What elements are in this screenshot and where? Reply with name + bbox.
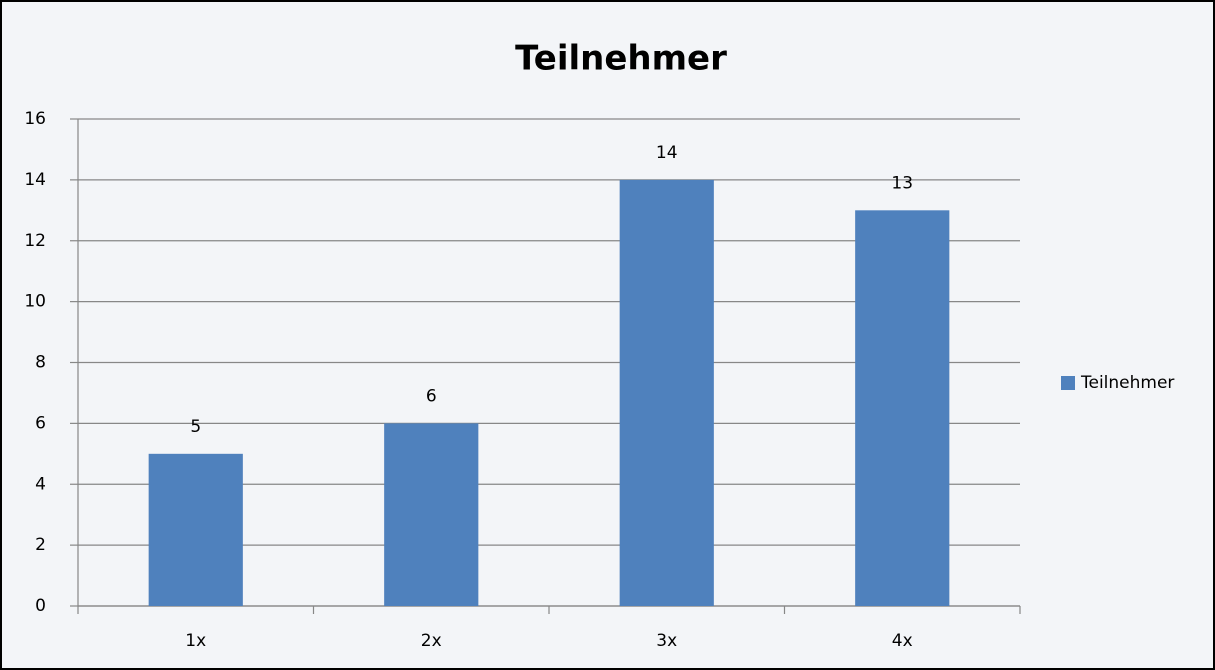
- chart-title: Teilnehmer: [515, 39, 727, 79]
- data-label: 13: [891, 173, 913, 193]
- x-tick-label: 1x: [185, 631, 206, 651]
- x-tick-label: 3x: [656, 631, 677, 651]
- y-tick-label: 8: [35, 353, 46, 373]
- data-label: 5: [190, 417, 201, 437]
- y-tick-label: 4: [35, 474, 46, 494]
- bar: [384, 423, 479, 606]
- bar: [619, 179, 714, 606]
- y-tick-label: 16: [24, 109, 46, 129]
- data-label: 14: [656, 143, 678, 163]
- y-tick-label: 14: [24, 170, 46, 190]
- y-tick-label: 0: [35, 596, 46, 616]
- bar: [855, 210, 950, 606]
- data-label: 6: [426, 386, 437, 406]
- bar: [148, 453, 243, 606]
- legend-swatch: [1061, 376, 1075, 390]
- x-tick-label: 4x: [892, 631, 913, 651]
- y-tick-label: 12: [24, 231, 46, 251]
- x-tick-label: 2x: [421, 631, 442, 651]
- legend-label: Teilnehmer: [1080, 373, 1174, 393]
- y-tick-label: 10: [24, 292, 46, 312]
- y-tick-label: 2: [35, 535, 46, 555]
- y-tick-label: 6: [35, 413, 46, 433]
